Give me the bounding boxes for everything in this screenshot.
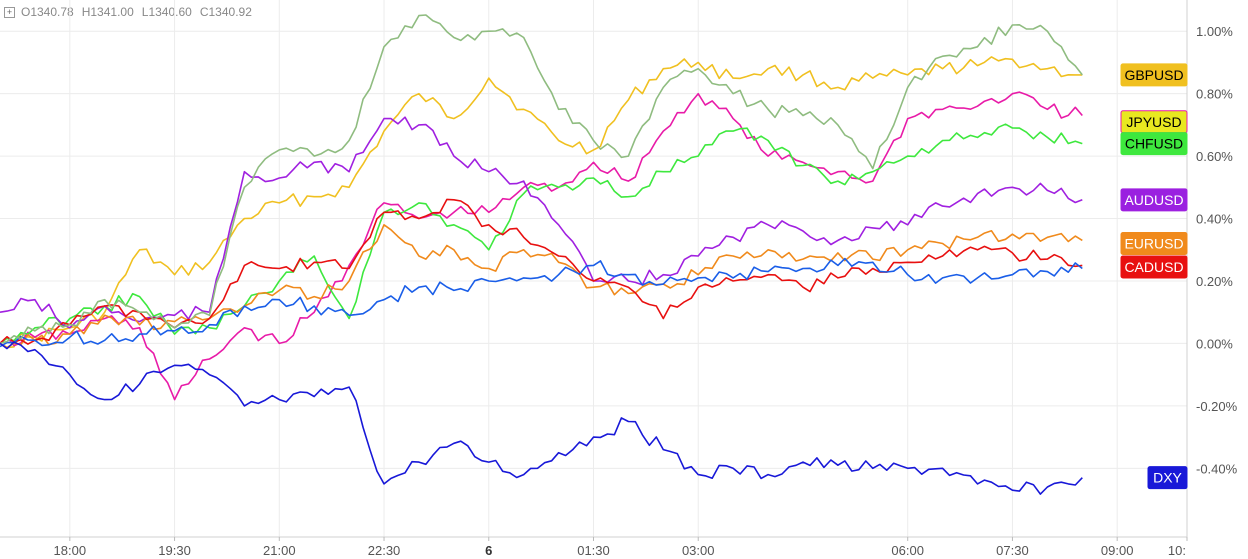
y-tick-label: -0.40%	[1196, 461, 1238, 476]
series-label-bg	[1120, 232, 1188, 256]
y-tick-label: 0.40%	[1196, 212, 1233, 227]
time-axis[interactable]: 18:00 19:30 21:00 22:30 6 01:30 03:00 06:00 07:3…	[54, 537, 1188, 558]
series-label-jpyusd[interactable]: JPYUSD	[1120, 110, 1188, 134]
series-layer	[0, 14, 1083, 495]
series-label-text: GBPUSD	[1124, 67, 1183, 83]
y-tick-label: 0.20%	[1196, 274, 1233, 289]
y-tick-label: 0.60%	[1196, 149, 1233, 164]
series-line-gbpusd	[0, 56, 1083, 349]
series-line-xagusd	[0, 14, 1083, 345]
x-tick-label: 21:00	[263, 543, 296, 558]
y-tick-label: 1.00%	[1196, 24, 1233, 39]
y-tick-label: -0.20%	[1196, 399, 1238, 414]
series-line-jpyusd	[0, 91, 1083, 401]
x-tick-label: 01:30	[577, 543, 610, 558]
ohlc-close: C1340.92	[199, 5, 252, 19]
series-line-cadusd	[0, 198, 1083, 345]
series-label-gbpusd[interactable]: GBPUSD	[1120, 63, 1188, 87]
y-tick-label: 0.80%	[1196, 87, 1233, 102]
series-label-bg	[1120, 63, 1188, 87]
x-tick-label: 09:00	[1101, 543, 1134, 558]
series-line-eurusd	[0, 224, 1083, 349]
ohlc-high: H1341.00	[81, 5, 134, 19]
series-line-chfusd	[0, 123, 1083, 345]
ohlc-readout: + O1340.78 H1341.00 L1340.60 C1340.92	[4, 5, 256, 19]
x-tick-label: 07:30	[996, 543, 1029, 558]
series-line-xauusd	[0, 257, 1083, 348]
expand-icon[interactable]: +	[4, 6, 15, 18]
x-tick-label: 06:00	[891, 543, 924, 558]
series-label-audusd[interactable]: AUDUSD	[1120, 188, 1188, 212]
ohlc-low: L1340.60	[141, 5, 192, 19]
series-label-text: AUDUSD	[1124, 192, 1183, 208]
x-tick-label: 03:00	[682, 543, 715, 558]
series-line-audusd	[0, 116, 1083, 329]
series-label-bg	[1120, 132, 1188, 156]
x-tick-label: 22:30	[368, 543, 401, 558]
series-label-text: DXY	[1153, 470, 1182, 486]
grid	[0, 0, 1188, 537]
series-label-bg	[1120, 188, 1188, 212]
x-tick-label: 18:00	[54, 543, 87, 558]
x-tick-label: 19:30	[158, 543, 191, 558]
x-tick-label: 10:	[1168, 543, 1186, 558]
series-label-text: EURUSD	[1124, 236, 1183, 252]
series-label-bg	[1120, 255, 1188, 279]
series-label-dxy[interactable]: DXY	[1147, 466, 1188, 490]
series-label-chfusd[interactable]: CHFUSD	[1120, 132, 1188, 156]
ohlc-open: O1340.78	[21, 5, 74, 19]
series-label-cadusd[interactable]: CADUSD	[1120, 255, 1188, 279]
price-axis[interactable]: 1.00% 0.80% 0.60% 0.40% 0.20% 0.00% -0.20% -0.4…	[1196, 24, 1238, 476]
series-label-bg	[1147, 466, 1188, 490]
series-labels: GBPUSD JPYUSD CHFUSD AUDUSD EURUSD CADUSD DXY	[1120, 63, 1188, 490]
series-label-text: CADUSD	[1124, 259, 1183, 275]
y-tick-label: 0.00%	[1196, 336, 1233, 351]
series-label-text: CHFUSD	[1125, 136, 1183, 152]
series-label-text: JPYUSD	[1126, 114, 1181, 130]
x-tick-label: 6	[485, 543, 492, 558]
series-label-eurusd[interactable]: EURUSD	[1120, 232, 1188, 256]
series-line-dxy	[0, 341, 1083, 495]
